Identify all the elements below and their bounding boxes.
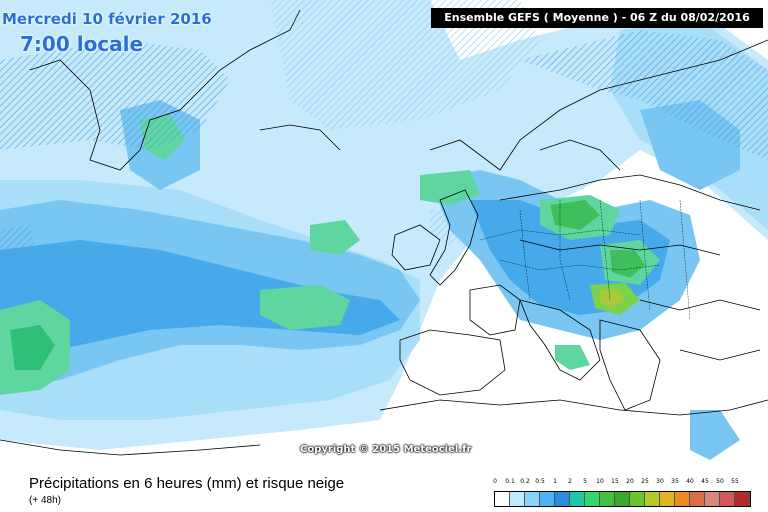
legend-label: 5 [583, 478, 587, 485]
legend-label: 0.1 [505, 478, 515, 485]
legend-swatch [585, 492, 600, 506]
precip-legend: 0 0.1 0.2 0.5 1 2 5 10 15 20 25 30 35 40 45 50 55 [493, 478, 751, 507]
legend-labels: 0 0.1 0.2 0.5 1 2 5 10 15 20 25 30 35 40 45 50 55 [493, 478, 750, 490]
footer-subtitle: (+ 48h) [29, 495, 61, 506]
legend-swatch [705, 492, 720, 506]
model-info: Ensemble GEFS ( Moyenne ) - 06 Z du 08/0… [431, 8, 763, 28]
legend-label: 0.2 [520, 478, 530, 485]
legend-swatch [615, 492, 630, 506]
precipitation-map [0, 0, 768, 460]
legend-color-bar [494, 491, 751, 507]
legend-label: 30 [656, 478, 664, 485]
legend-label: 55 [731, 478, 739, 485]
legend-swatch [555, 492, 570, 506]
footer-title: Précipitations en 6 heures (mm) et risqu… [29, 475, 345, 492]
legend-swatch [495, 492, 510, 506]
legend-label: 1 [553, 478, 557, 485]
legend-label: 0 [493, 478, 497, 485]
legend-label: 50 [716, 478, 724, 485]
footer: Précipitations en 6 heures (mm) et risqu… [0, 470, 768, 512]
legend-label: 2 [568, 478, 572, 485]
forecast-time: 7:00 locale [20, 32, 144, 56]
copyright: Copyright © 2015 Meteociel.fr [300, 444, 472, 455]
legend-label: 40 [686, 478, 694, 485]
legend-label: 0.5 [535, 478, 545, 485]
legend-swatch [525, 492, 540, 506]
legend-swatch [660, 492, 675, 506]
legend-swatch [675, 492, 690, 506]
coastlines [0, 9, 768, 456]
snow-risk-hatch [0, 0, 768, 300]
legend-label: 15 [611, 478, 619, 485]
legend-swatch [510, 492, 525, 506]
forecast-date: Mercredi 10 février 2016 [2, 10, 212, 28]
legend-swatch [540, 492, 555, 506]
legend-swatch [720, 492, 735, 506]
legend-label: 25 [641, 478, 649, 485]
legend-swatch [600, 492, 615, 506]
legend-label: 35 [671, 478, 679, 485]
legend-swatch [735, 492, 750, 506]
legend-swatch [630, 492, 645, 506]
borders [479, 199, 691, 321]
legend-label: 20 [626, 478, 634, 485]
legend-swatch [645, 492, 660, 506]
legend-swatch [570, 492, 585, 506]
legend-label: 45 [701, 478, 709, 485]
legend-label: 10 [596, 478, 604, 485]
legend-swatch [690, 492, 705, 506]
